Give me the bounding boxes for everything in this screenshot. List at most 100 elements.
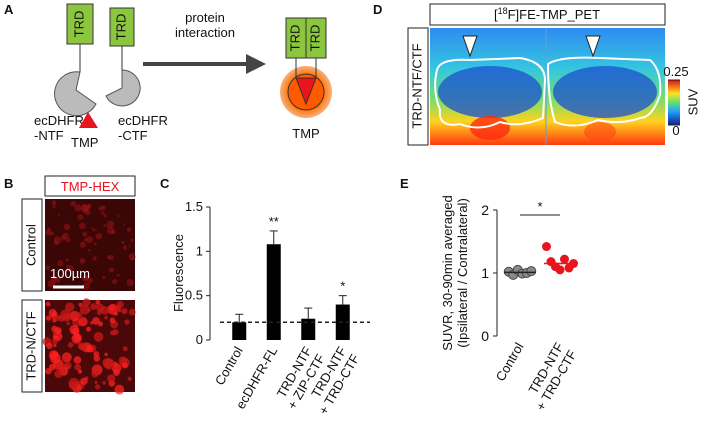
cell bbox=[68, 377, 80, 389]
y-tick-label: 1 bbox=[196, 243, 203, 258]
cell bbox=[78, 302, 83, 307]
row-box bbox=[21, 299, 43, 393]
cell bbox=[87, 308, 91, 312]
trd-label: TRD bbox=[71, 11, 86, 38]
cell bbox=[106, 226, 115, 235]
cell bbox=[90, 303, 97, 310]
panel-letter: C bbox=[160, 176, 170, 191]
y-axis-label: Fluorescence bbox=[171, 234, 186, 312]
cell bbox=[54, 369, 63, 379]
colorbar-tick-label: 0 bbox=[672, 123, 679, 138]
x-tick-label: Control bbox=[212, 344, 246, 388]
text-line: interaction bbox=[175, 25, 235, 40]
cell bbox=[82, 275, 89, 282]
cell bbox=[117, 273, 120, 277]
cell bbox=[92, 256, 97, 261]
cell bbox=[79, 241, 86, 248]
text-line: ecDHFR bbox=[34, 113, 84, 128]
cell bbox=[79, 257, 86, 264]
cell bbox=[103, 358, 115, 370]
tmp-label: TMP bbox=[71, 135, 98, 150]
cell bbox=[93, 242, 97, 246]
cell bbox=[95, 299, 101, 305]
cell bbox=[93, 351, 100, 357]
point bbox=[526, 266, 537, 277]
cell bbox=[87, 249, 91, 252]
trd-box bbox=[109, 7, 135, 47]
cell bbox=[104, 352, 108, 357]
cell bbox=[77, 369, 83, 374]
cell bbox=[79, 304, 90, 315]
cell bbox=[70, 200, 76, 207]
cell bbox=[95, 233, 103, 240]
cell bbox=[126, 278, 134, 287]
cell bbox=[103, 224, 107, 228]
point bbox=[542, 242, 551, 252]
trd-label: TRD bbox=[113, 14, 128, 41]
bar bbox=[266, 244, 281, 340]
bar bbox=[301, 318, 316, 340]
panel-b: B TMP-HEX Control TRD-N/CTF bbox=[4, 175, 136, 393]
cell bbox=[126, 227, 132, 232]
cell bbox=[122, 346, 128, 352]
cell bbox=[86, 236, 94, 244]
cell bbox=[80, 203, 89, 212]
cell bbox=[107, 374, 116, 383]
cell bbox=[73, 333, 82, 342]
tmp-triangle bbox=[295, 77, 317, 106]
cell bbox=[77, 214, 84, 221]
cell bbox=[67, 342, 74, 348]
y-tick-label: 0 bbox=[196, 332, 203, 347]
tmp-triangle bbox=[79, 112, 98, 128]
colorbar-tick-label: 0.25 bbox=[663, 64, 688, 79]
ctf-shape bbox=[105, 69, 141, 107]
cell bbox=[66, 264, 74, 273]
arrow-label: protein interaction bbox=[175, 10, 235, 40]
colorbar bbox=[668, 80, 680, 125]
cell bbox=[104, 315, 108, 320]
y-axis-label: SUVR, 30-90min averaged(Ipsilateral / Co… bbox=[440, 195, 470, 350]
panel-letter: A bbox=[4, 2, 14, 17]
title-part: F]FE-TMP_PET bbox=[508, 7, 601, 22]
charts: CFluorescence00.511.5ControlecDHFR-FL**T… bbox=[160, 176, 580, 417]
outline bbox=[546, 56, 662, 127]
cell bbox=[54, 327, 62, 335]
panel-letter: B bbox=[4, 176, 13, 191]
cell bbox=[76, 312, 83, 319]
cell bbox=[46, 342, 53, 350]
cell bbox=[78, 222, 86, 230]
y-tick-label: 1 bbox=[481, 265, 489, 281]
y-tick-label: 0 bbox=[481, 328, 489, 344]
cell bbox=[52, 280, 56, 285]
cell bbox=[49, 352, 61, 364]
text-line: ecDHFR bbox=[118, 113, 168, 128]
cell bbox=[74, 363, 82, 371]
x-tick-label: Control bbox=[493, 340, 527, 384]
text-line: -NTF bbox=[34, 128, 64, 143]
row-label: Control bbox=[23, 224, 38, 266]
cell bbox=[130, 257, 134, 261]
cell bbox=[74, 204, 82, 212]
cell bbox=[93, 355, 101, 362]
cell bbox=[77, 342, 86, 351]
cell bbox=[98, 321, 104, 327]
cell bbox=[94, 380, 98, 384]
ntf-label: ecDHFR -NTF bbox=[34, 113, 84, 143]
cell bbox=[62, 232, 69, 239]
stain-box bbox=[44, 175, 136, 197]
cell bbox=[49, 231, 54, 236]
cell bbox=[54, 277, 61, 284]
cell bbox=[86, 277, 93, 284]
cell bbox=[83, 237, 88, 242]
cell bbox=[102, 380, 106, 385]
row-label: TRD-NTF/CTF bbox=[409, 43, 424, 128]
cell bbox=[45, 315, 52, 321]
cell bbox=[101, 211, 105, 215]
blob bbox=[584, 122, 616, 142]
cell bbox=[57, 260, 64, 267]
cell bbox=[94, 384, 101, 390]
cell bbox=[123, 223, 126, 226]
ctf-label: ecDHFR -CTF bbox=[118, 113, 168, 143]
